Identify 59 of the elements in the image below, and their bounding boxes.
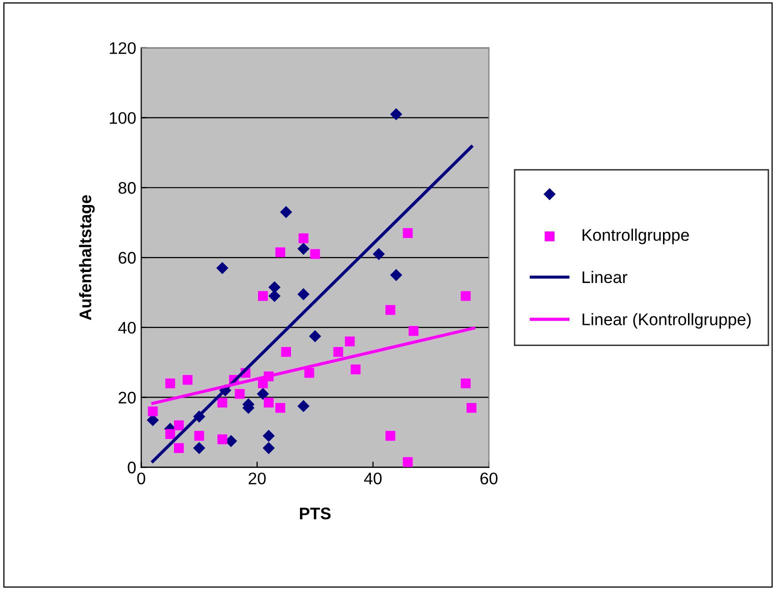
point <box>148 406 158 416</box>
point <box>256 388 269 400</box>
point <box>310 249 320 259</box>
point <box>217 434 228 444</box>
x-tick-label: 40 <box>364 472 382 484</box>
y-tick-label: 20 <box>118 392 136 404</box>
point <box>268 281 281 294</box>
point <box>264 398 274 408</box>
legend-label: Linear <box>582 270 628 284</box>
point <box>298 233 308 244</box>
point <box>262 442 275 454</box>
point <box>281 347 291 357</box>
legend-label: Kontrollgruppe <box>582 228 689 244</box>
point <box>182 374 192 385</box>
point <box>165 429 176 439</box>
point <box>402 228 413 238</box>
point <box>193 442 206 454</box>
point <box>165 378 176 388</box>
point <box>297 400 310 412</box>
y-tick-label: 120 <box>110 42 136 54</box>
point <box>385 430 396 441</box>
point <box>297 242 310 255</box>
point <box>280 206 292 218</box>
point <box>350 364 361 374</box>
point <box>234 388 245 399</box>
y-tick-label: 100 <box>110 112 136 124</box>
y-tick-label: 0 <box>128 462 136 474</box>
y-tick-label: 60 <box>118 252 136 264</box>
point <box>174 443 184 453</box>
y-tick-label: 80 <box>118 182 136 194</box>
point <box>402 457 413 467</box>
point <box>297 288 310 300</box>
y-axis-title: Aufenthaltstage <box>79 195 95 320</box>
point <box>466 402 476 413</box>
point <box>194 430 204 441</box>
point <box>258 291 268 301</box>
point <box>344 336 355 346</box>
x-tick-label: 0 <box>137 472 146 484</box>
point <box>275 247 286 258</box>
point <box>216 262 228 274</box>
point <box>262 430 275 442</box>
point <box>408 326 418 336</box>
point <box>333 347 344 357</box>
point <box>385 305 396 315</box>
y-tick-label: 40 <box>118 322 136 334</box>
point <box>217 398 228 408</box>
point <box>460 291 471 301</box>
point <box>275 402 286 413</box>
x-tick-label: 20 <box>248 472 266 484</box>
x-axis-title: PTS <box>300 508 331 520</box>
point <box>390 268 402 282</box>
point <box>309 330 322 342</box>
point <box>174 420 184 430</box>
legend-label: Linear (Kontrollgruppe) <box>582 313 751 329</box>
point <box>304 368 314 378</box>
x-tick-label: 60 <box>480 472 498 484</box>
point <box>372 248 385 260</box>
point <box>460 378 471 388</box>
point <box>390 108 402 120</box>
